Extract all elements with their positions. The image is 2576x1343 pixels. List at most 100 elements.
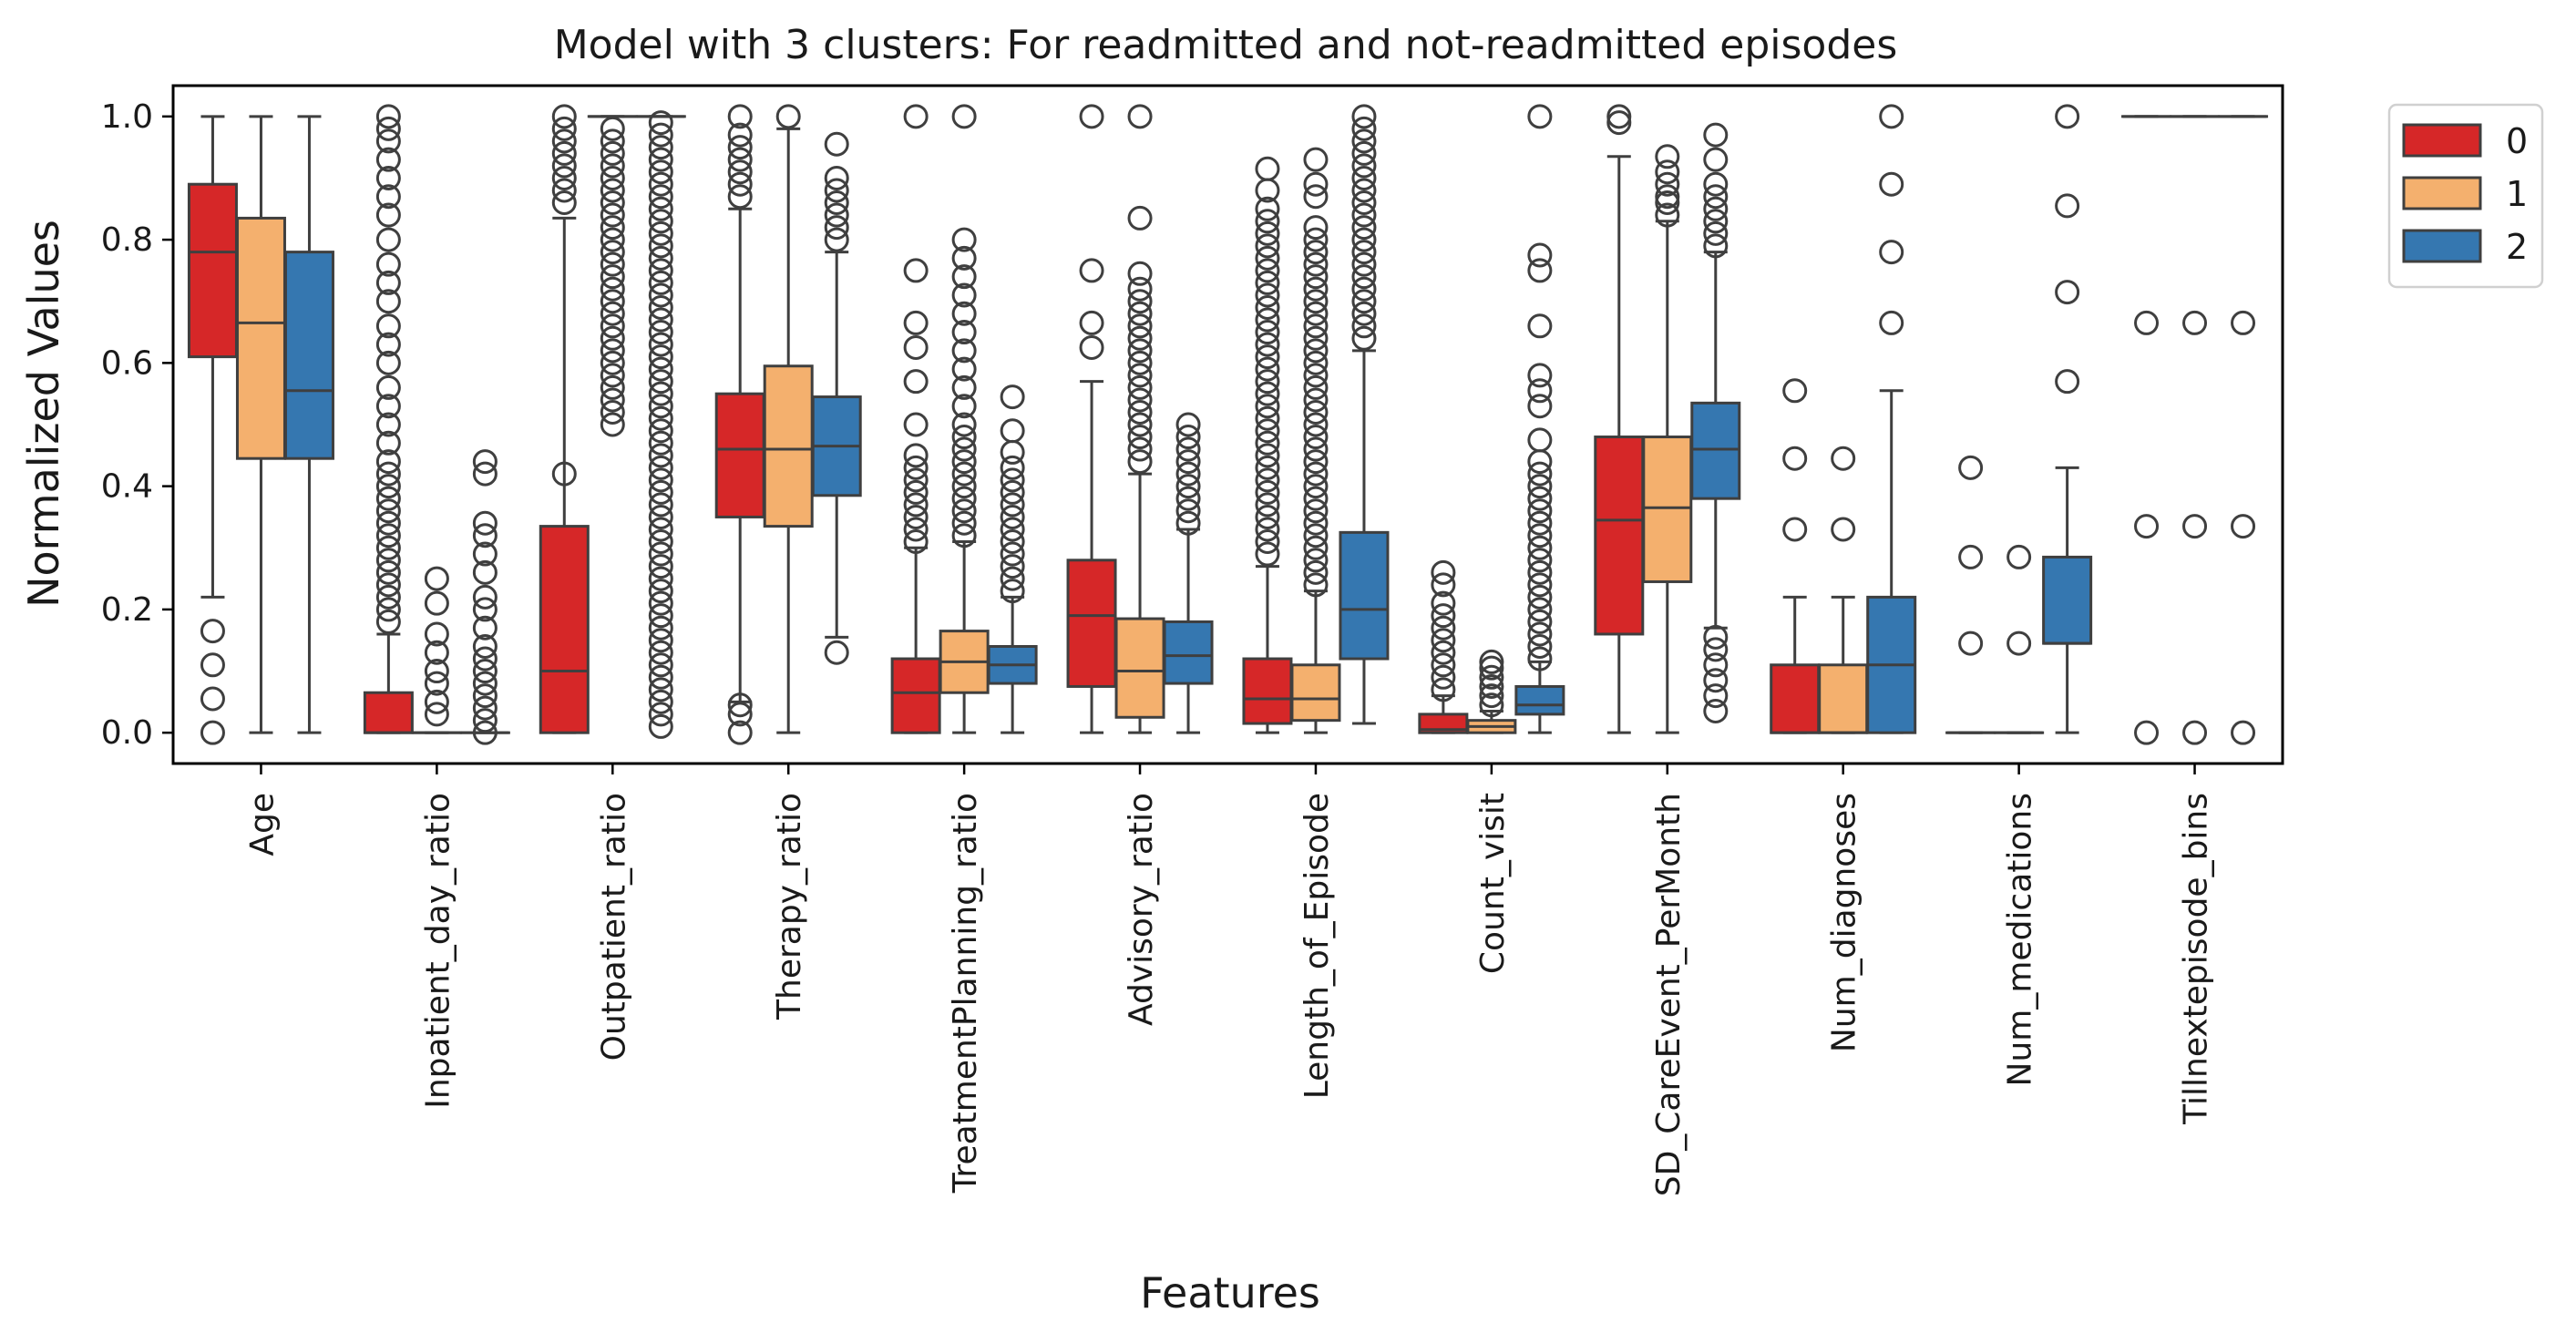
outlier-point [1527,461,1553,487]
outlier-point [1127,374,1153,400]
outlier-point [1703,668,1729,693]
box-Outpatient_ratio-series-2 [635,110,686,739]
x-tick-label: Inpatient_day_ratio [419,793,457,1109]
legend: 0 1 2 [2387,103,2544,289]
outlier-point [1303,399,1329,425]
outlier-point [472,615,498,641]
outlier-point [1431,590,1456,616]
outlier-point [1303,498,1329,524]
outlier-point [600,387,625,413]
y-tick-label: 1.0 [101,98,153,136]
outlier-point [472,449,498,475]
outlier-point [824,202,849,228]
x-axis-label: Features [1140,1268,1320,1317]
box-body [1642,436,1693,583]
outlier-point [1303,510,1329,536]
outlier-point [903,517,929,542]
outlier-point [600,251,625,277]
outlier-point [2006,544,2032,569]
box-SD_CareEvent_PerMonth-series-2 [1690,122,1741,724]
outlier-point [424,621,449,647]
outlier-point [648,628,673,653]
box-Num_medications-series-0 [1945,455,1996,734]
outlier-point [200,619,225,644]
outlier-point [600,215,625,241]
outlier-point [951,498,977,524]
outlier-point [1255,245,1280,271]
outlier-point [648,147,673,172]
outlier-point [648,258,673,283]
outlier-point [648,492,673,518]
outlier-point [375,165,401,190]
outlier-point [600,363,625,388]
box-body [1594,436,1645,636]
outlier-point [1303,325,1329,351]
outlier-point [472,646,498,672]
outlier-point [1303,412,1329,437]
outlier-point [951,245,977,271]
outlier-point [1303,461,1329,487]
outlier-point [1703,624,1729,650]
outlier-point [1303,264,1329,290]
outlier-point [600,190,625,216]
outlier-point [648,282,673,308]
outlier-point [2134,514,2160,539]
outlier-point [648,270,673,295]
outlier-point [375,350,401,375]
outlier-point [2231,720,2256,745]
box-body [1514,684,1565,716]
outlier-point [1127,436,1153,462]
box-Num_medications-series-1 [1994,544,2045,734]
outlier-point [1351,289,1377,314]
outlier-point [1831,446,1856,471]
outlier-point [1303,240,1329,265]
outlier-point [727,702,753,727]
outlier-point [600,227,625,252]
box-SD_CareEvent_PerMonth-series-0 [1594,104,1645,734]
outlier-point [1527,242,1553,268]
box-Count_visit-series-1 [1466,649,1517,734]
outlier-point [600,289,625,314]
outlier-point [1527,559,1553,585]
y-tick-label: 0.0 [101,714,153,752]
outlier-point [472,541,498,567]
outlier-point [1703,652,1729,678]
outlier-point [1127,449,1153,475]
outlier-point [472,559,498,585]
outlier-point [375,147,401,172]
outlier-point [600,202,625,228]
outlier-point [1175,412,1201,437]
outlier-point [2055,369,2080,395]
outlier-point [472,633,498,659]
outlier-point [648,171,673,197]
outlier-point [648,209,673,234]
outlier-point [200,652,225,678]
outlier-point [1655,171,1680,197]
box-Age-series-2 [283,115,334,734]
box-body [2042,555,2093,645]
outlier-point [1303,251,1329,277]
outlier-point [648,369,673,395]
outlier-point [1479,683,1504,709]
outlier-point [1303,387,1329,413]
outlier-point [375,394,401,419]
outlier-point [551,140,577,166]
outlier-point [1879,171,1904,197]
outlier-point [1527,597,1553,622]
outlier-point [1351,165,1377,190]
box-body [283,251,334,460]
outlier-point [1255,369,1280,395]
x-axis-ticks: Age Inpatient_day_ratio Outpatient_ratio Th… [243,764,2215,1196]
outlier-point [1303,523,1329,548]
box-body [1163,620,1214,685]
outlier-point [2182,310,2208,335]
outlier-point [648,233,673,259]
outlier-point [1079,310,1104,335]
box-Age-series-1 [235,115,286,734]
outlier-point [824,640,849,665]
outlier-point [551,190,577,216]
outlier-point [1255,344,1280,370]
outlier-point [2055,104,2080,129]
outlier-point [1303,184,1329,210]
outlier-point [951,301,977,326]
